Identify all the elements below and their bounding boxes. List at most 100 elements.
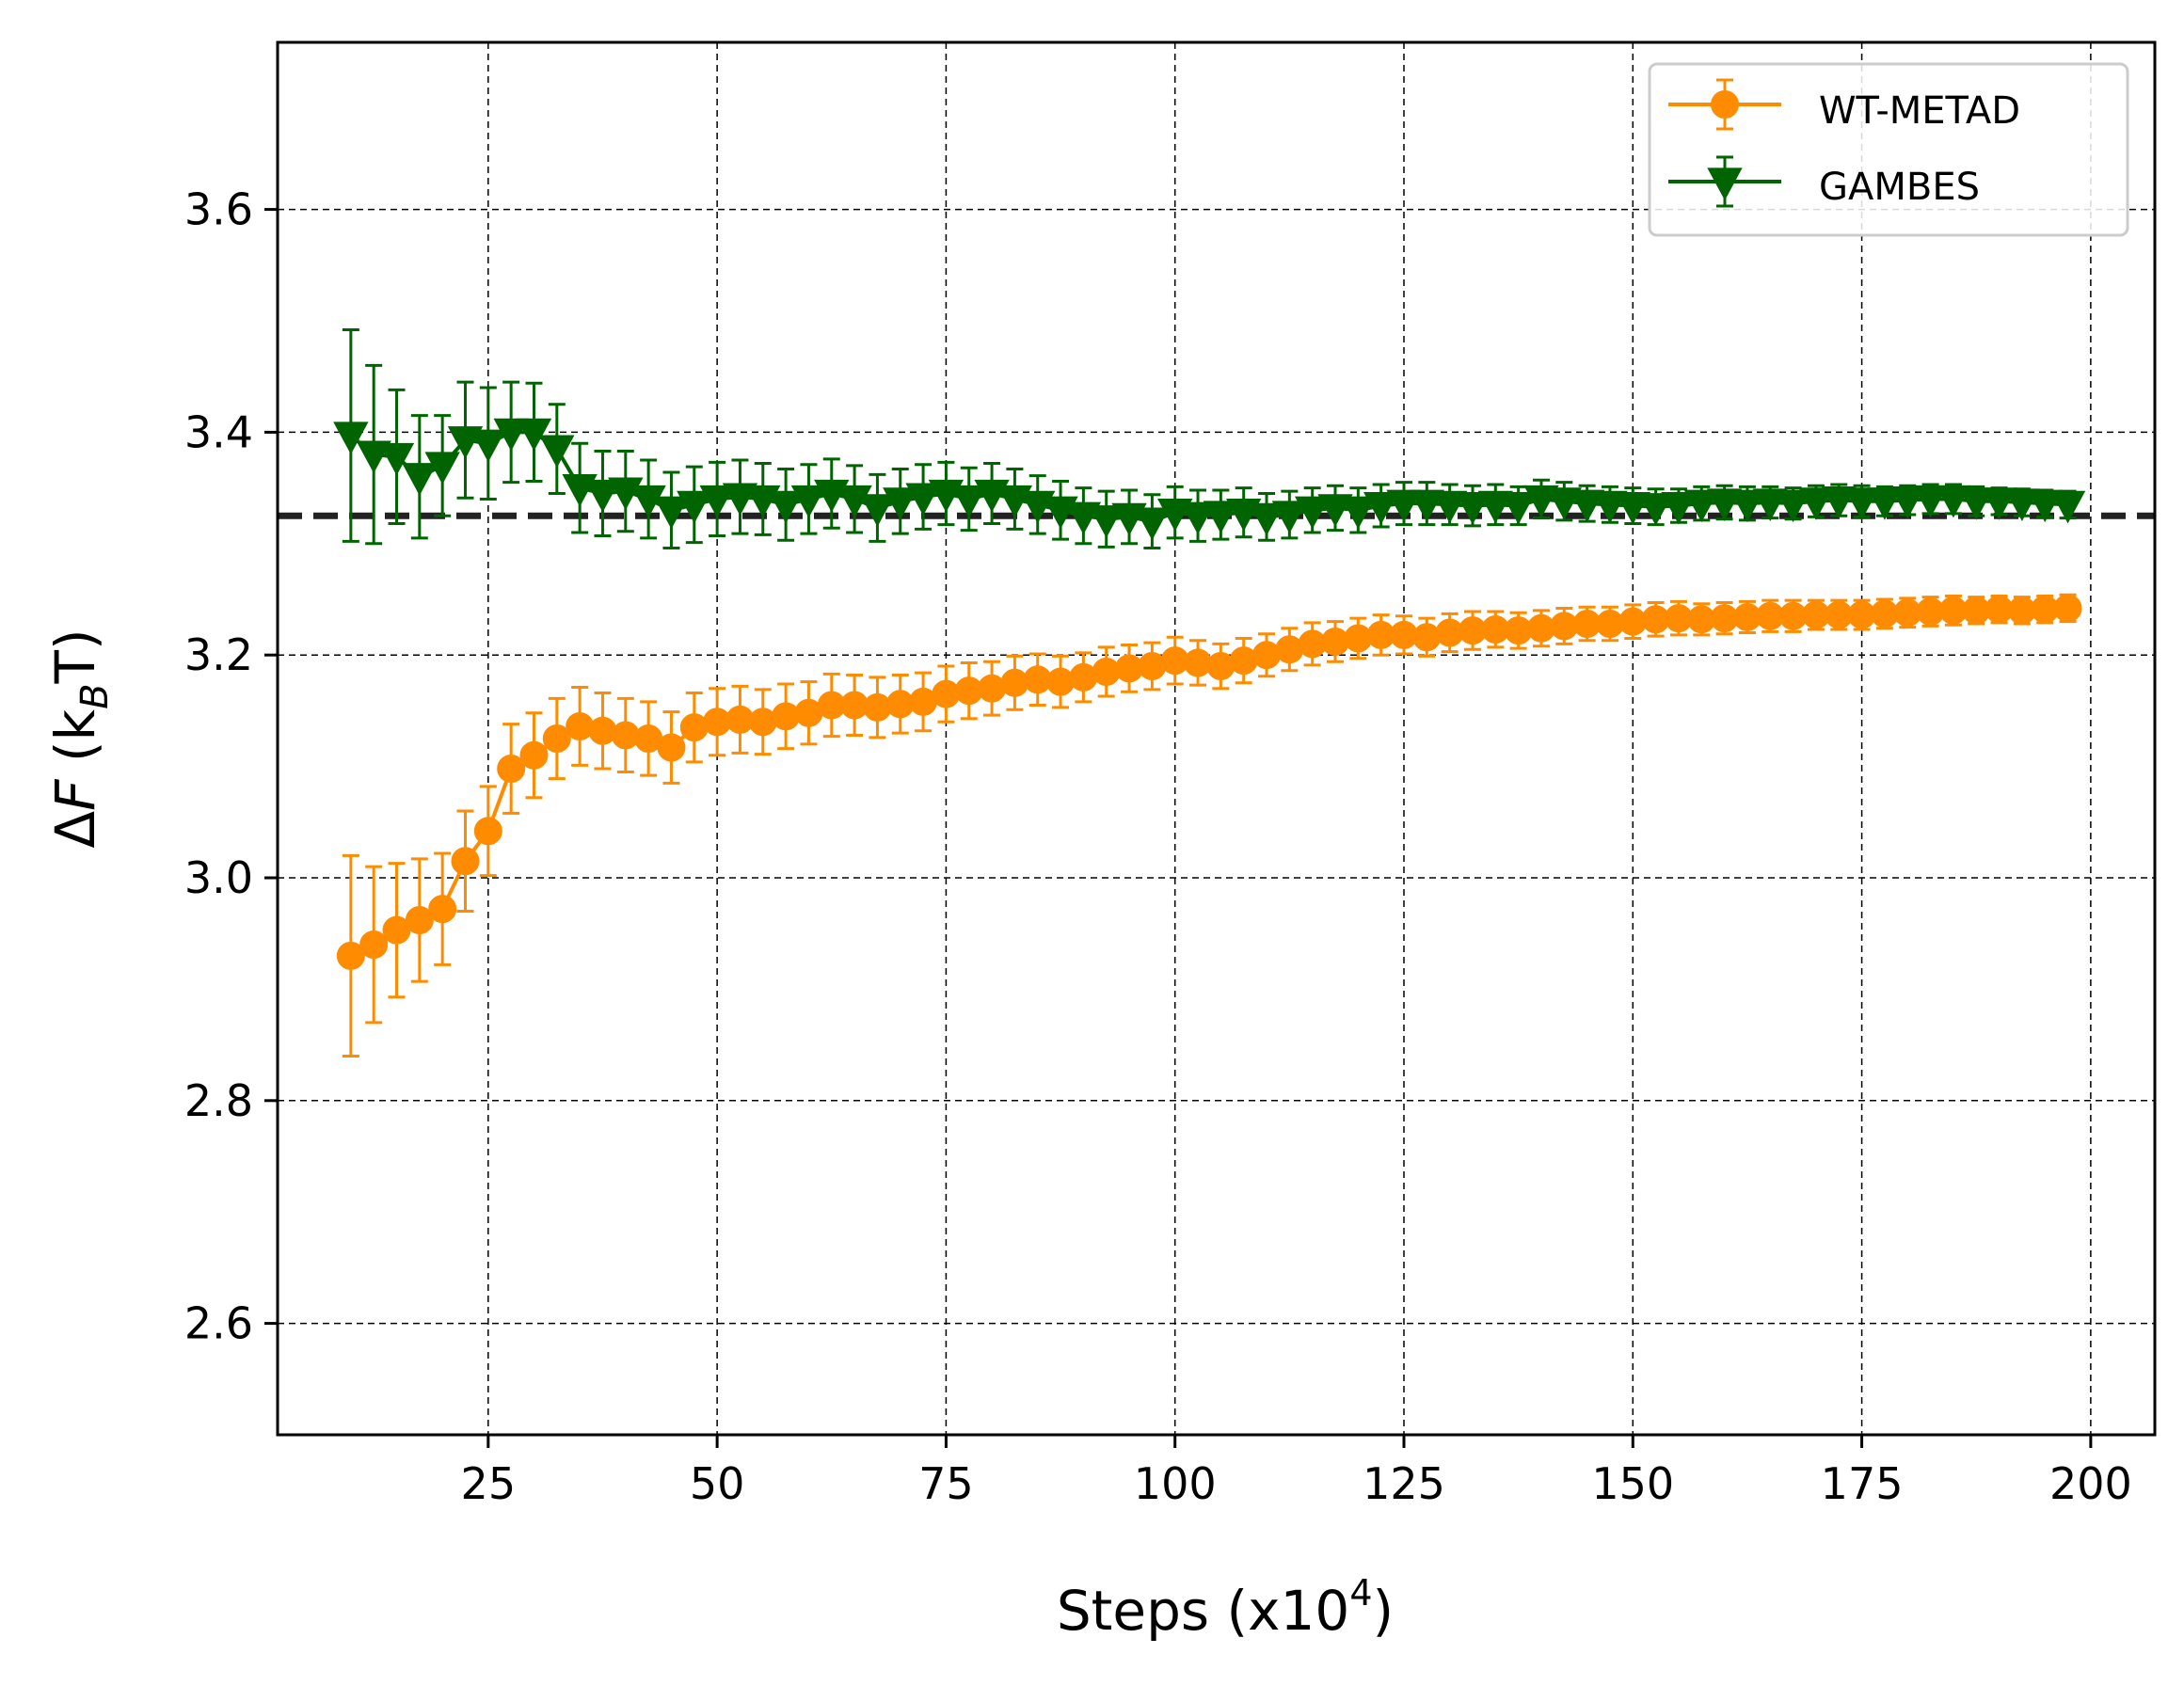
- x-tick-label: 75: [918, 1458, 974, 1509]
- series-layer: [333, 327, 2086, 1058]
- y-axis-label-var: F: [43, 778, 107, 811]
- y-tick-label: 2.8: [184, 1075, 253, 1126]
- data-point: [1203, 501, 1239, 533]
- data-point: [1752, 488, 1788, 521]
- y-tick-label: 3.0: [184, 852, 253, 903]
- grid-lines: [278, 42, 2155, 1435]
- data-point: [2049, 490, 2086, 524]
- data-point: [1180, 501, 1216, 535]
- legend-box: [1648, 62, 2129, 237]
- data-point: [1249, 502, 1284, 536]
- y-tick-label: 3.6: [184, 184, 253, 235]
- y-axis-label-delta: Δ: [43, 811, 107, 849]
- data-point: [1431, 490, 1468, 524]
- data-point: [679, 713, 709, 742]
- y-axis-label-close: T): [43, 628, 107, 684]
- legend-handle-marker: [1711, 90, 1739, 119]
- data-point: [768, 490, 804, 524]
- data-point: [1229, 646, 1258, 676]
- legend-handle-marker: [1707, 167, 1743, 200]
- x-tick-label: 100: [1134, 1458, 1217, 1509]
- x-tick-label: 25: [461, 1458, 517, 1509]
- data-point: [588, 716, 617, 745]
- data-point: [336, 941, 365, 970]
- markers-gambes: [333, 418, 2086, 541]
- data-point: [748, 708, 777, 737]
- data-point: [1798, 487, 1834, 520]
- data-point: [1546, 487, 1582, 520]
- data-point: [2027, 489, 2063, 523]
- data-point: [653, 496, 690, 530]
- x-axis: 25 50 75 100 125 150 175 200: [461, 1435, 2132, 1509]
- data-point: [1843, 487, 1880, 520]
- data-point: [1295, 496, 1331, 530]
- data-point: [424, 452, 460, 485]
- x-tick-label: 125: [1363, 1458, 1445, 1509]
- data-point: [1592, 490, 1628, 524]
- x-axis-label-base: Steps (x10: [1057, 1579, 1349, 1643]
- markers-wt-metad: [336, 594, 2082, 970]
- data-point: [1412, 623, 1442, 652]
- y-tick-label: 3.2: [184, 629, 253, 680]
- x-tick-label: 175: [1821, 1458, 1904, 1509]
- data-point: [1867, 487, 1903, 520]
- data-point: [837, 485, 872, 518]
- data-point: [1821, 486, 1857, 519]
- legend: WT-METAD GAMBES: [1648, 62, 2129, 237]
- data-point: [1409, 489, 1445, 523]
- data-point: [2004, 488, 2040, 521]
- data-point: [883, 487, 918, 520]
- data-point: [402, 463, 438, 496]
- data-point: [1455, 491, 1491, 525]
- data-point: [359, 930, 389, 960]
- data-point: [1065, 501, 1102, 535]
- data-point: [473, 817, 502, 846]
- data-point: [1569, 489, 1605, 523]
- data-point: [1500, 491, 1537, 525]
- data-point: [516, 418, 552, 452]
- data-point: [497, 754, 526, 783]
- plot-frame: [276, 40, 2157, 1437]
- legend-entries: [1668, 78, 1781, 208]
- legend-label-gambes: GAMBES: [1819, 166, 1980, 209]
- x-axis-label: Steps (x104): [1057, 1572, 1394, 1643]
- data-point: [1046, 667, 1076, 696]
- data-point: [1775, 489, 1811, 523]
- y-axis-label-open: (k: [43, 708, 107, 779]
- data-point: [333, 422, 369, 454]
- data-point: [1958, 487, 1994, 520]
- data-point: [1363, 491, 1399, 525]
- data-point: [1386, 489, 1422, 523]
- data-point: [356, 440, 391, 474]
- x-tick-label: 150: [1591, 1458, 1674, 1509]
- data-point: [1706, 488, 1743, 521]
- y-tick-label: 3.4: [184, 406, 253, 457]
- data-point: [1730, 489, 1765, 523]
- data-point: [978, 674, 1007, 703]
- data-point: [1252, 641, 1282, 670]
- data-point: [1157, 499, 1193, 532]
- x-tick-label: 50: [690, 1458, 745, 1509]
- legend-label-wt-metad: WT-METAD: [1819, 89, 2020, 133]
- data-point: [539, 435, 575, 469]
- data-point: [1069, 662, 1098, 692]
- data-point: [584, 479, 621, 513]
- data-point: [519, 740, 549, 770]
- series-gambes: [333, 327, 2086, 550]
- data-point: [1683, 489, 1719, 523]
- data-point: [790, 485, 827, 518]
- data-point: [657, 733, 686, 762]
- data-point: [2053, 594, 2082, 623]
- data-point: [1134, 507, 1171, 541]
- data-point: [1275, 635, 1304, 664]
- legend-handle: [1668, 78, 1781, 131]
- data-point: [1317, 494, 1353, 527]
- data-point: [1138, 652, 1167, 681]
- y-tick-label: 2.6: [184, 1298, 253, 1349]
- data-point: [905, 483, 941, 517]
- legend-handle: [1668, 155, 1781, 208]
- data-point: [405, 905, 434, 934]
- data-point: [566, 711, 595, 740]
